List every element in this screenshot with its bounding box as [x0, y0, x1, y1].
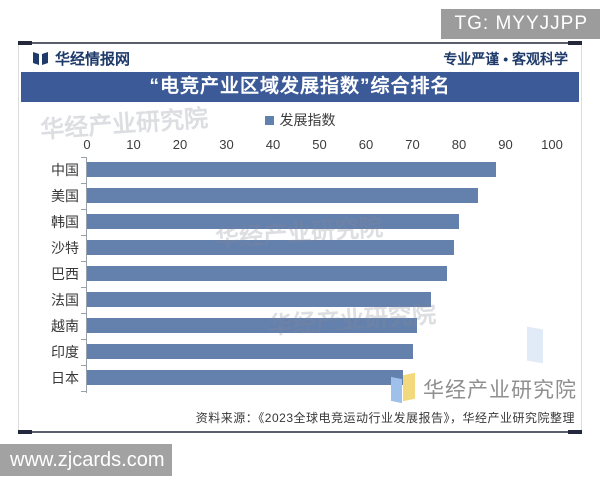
x-tick-label: 50 — [312, 137, 327, 152]
y-tick-mark — [81, 209, 86, 210]
brand-slogan: 专业严谨 • 客观科学 — [443, 50, 568, 67]
bar-rows: 中国美国韩国沙特巴西法国越南印度日本 — [19, 157, 581, 391]
bar-row: 沙特 — [19, 235, 581, 261]
y-tick-mark — [81, 261, 86, 262]
book-logo-icon — [391, 372, 417, 404]
category-label: 日本 — [51, 370, 79, 386]
category-label: 美国 — [51, 188, 79, 204]
category-label: 沙特 — [51, 240, 79, 256]
bar — [87, 292, 432, 307]
x-tick-label: 60 — [358, 137, 374, 152]
corner-dash — [18, 430, 32, 434]
corner-dash — [568, 430, 582, 434]
x-tick-label: 100 — [541, 137, 563, 152]
x-tick-label: 30 — [219, 137, 234, 152]
category-label: 印度 — [51, 344, 79, 360]
y-tick-mark — [81, 287, 86, 288]
bar-row: 印度 — [19, 339, 581, 365]
y-tick-mark — [81, 365, 86, 366]
corner-dash — [568, 41, 582, 45]
data-source-note: 资料来源：《2023全球电竞运动行业发展报告》，华经产业研究院整理 — [195, 411, 575, 425]
brand-name: 华经情报网 — [55, 51, 131, 68]
y-tick-mark — [81, 391, 86, 392]
y-tick-mark — [81, 157, 86, 158]
bar — [87, 318, 418, 333]
category-label: 韩国 — [51, 214, 79, 230]
y-axis-line — [86, 157, 87, 393]
bar — [87, 240, 455, 255]
y-tick-mark — [81, 313, 86, 314]
chart-title-banner: “电竞产业区域发展指数”综合排名 — [21, 72, 579, 102]
brand: 华经情报网 — [32, 48, 130, 69]
chart-legend: 发展指数 — [19, 110, 581, 130]
x-tick-label: 80 — [451, 137, 467, 152]
bar-row: 美国 — [19, 183, 581, 209]
faint-logo-shape — [527, 326, 543, 364]
legend-swatch-icon — [264, 115, 274, 125]
bar — [87, 162, 497, 177]
card-header: 华经情报网 专业严谨 • 客观科学 — [19, 44, 581, 71]
book-logo-icon — [32, 51, 49, 66]
y-tick-mark — [81, 183, 86, 184]
category-label: 法国 — [51, 292, 79, 308]
bar-row: 日本 — [19, 365, 581, 391]
x-tick-label: 0 — [83, 137, 91, 152]
y-tick-mark — [81, 339, 86, 340]
bottom-right-watermark: 华经产业研究院 — [391, 372, 577, 404]
bar — [87, 370, 404, 385]
x-tick-label: 90 — [498, 137, 513, 152]
category-label: 越南 — [51, 318, 79, 334]
tg-watermark-badge: TG: MYYJJPP — [440, 9, 600, 39]
y-tick-mark — [81, 235, 86, 236]
x-tick-label: 70 — [405, 137, 420, 152]
x-tick-label: 20 — [172, 137, 188, 152]
bar-row: 法国 — [19, 287, 581, 313]
category-label: 巴西 — [51, 266, 79, 282]
bar-row: 越南 — [19, 313, 581, 339]
bar-row: 韩国 — [19, 209, 581, 235]
corner-dash — [18, 41, 32, 45]
infographic-card: 华经情报网 专业严谨 • 客观科学 “电竞产业区域发展指数”综合排名 发展指数 … — [18, 41, 582, 434]
watermark-text: 华经产业研究院 — [423, 379, 577, 402]
bar — [87, 214, 459, 229]
category-label: 中国 — [51, 162, 79, 178]
x-tick-label: 40 — [265, 137, 281, 152]
bar — [87, 188, 478, 203]
site-watermark-badge: www.zjcards.com — [0, 444, 172, 476]
legend-label: 发展指数 — [279, 112, 336, 128]
bar-row: 巴西 — [19, 261, 581, 287]
bar — [87, 344, 413, 359]
bar-row: 中国 — [19, 157, 581, 183]
x-tick-label: 10 — [126, 137, 141, 152]
bar — [87, 266, 448, 281]
